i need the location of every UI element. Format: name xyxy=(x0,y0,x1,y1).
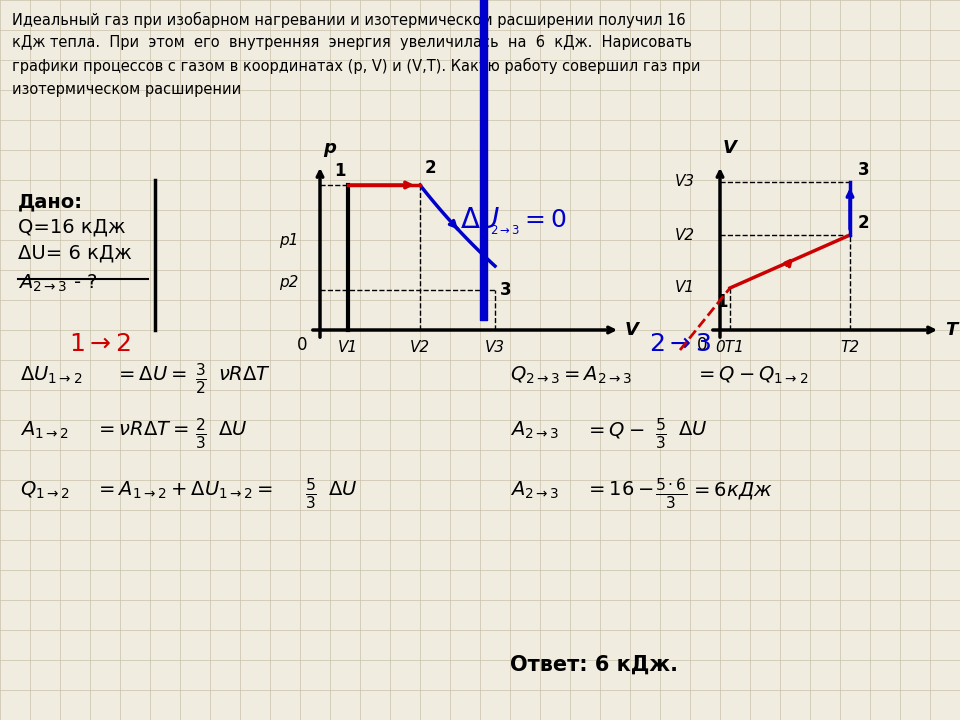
Text: V: V xyxy=(625,321,638,339)
Text: p2: p2 xyxy=(278,274,298,289)
Text: 0T1: 0T1 xyxy=(715,341,744,356)
Text: V2: V2 xyxy=(410,341,430,356)
Text: V: V xyxy=(723,139,737,157)
Text: T: T xyxy=(945,321,957,339)
Text: 3: 3 xyxy=(858,161,870,179)
Text: $A_{2\to3}$: $A_{2\to3}$ xyxy=(510,420,560,441)
Text: $\frac{2}{3}$: $\frac{2}{3}$ xyxy=(195,416,207,451)
Text: $\Delta U$: $\Delta U$ xyxy=(460,206,501,234)
Text: $2 \rightarrow 3$: $2 \rightarrow 3$ xyxy=(649,332,711,356)
Text: Ответ: 6 кДж.: Ответ: 6 кДж. xyxy=(510,655,678,675)
Text: 1: 1 xyxy=(716,293,728,311)
Text: $Q_{2\to3}=A_{2\to3}$: $Q_{2\to3}=A_{2\to3}$ xyxy=(510,365,633,387)
Text: $\frac{5\cdot6}{3}$: $\frac{5\cdot6}{3}$ xyxy=(655,476,687,511)
Text: $\Delta U$: $\Delta U$ xyxy=(678,420,708,439)
Text: V2: V2 xyxy=(675,228,695,243)
Text: $\Delta U_{1\to2}$: $\Delta U_{1\to2}$ xyxy=(20,365,83,387)
Text: $A_{1\to2}$: $A_{1\to2}$ xyxy=(20,420,69,441)
Text: 0: 0 xyxy=(297,336,307,354)
Text: $\nu R\Delta T$: $\nu R\Delta T$ xyxy=(218,365,271,384)
Text: $=A_{1\to2}+\Delta U_{1\to2}=$: $=A_{1\to2}+\Delta U_{1\to2}=$ xyxy=(95,480,274,501)
Text: V1: V1 xyxy=(338,341,358,356)
Text: p1: p1 xyxy=(278,233,298,248)
Text: 3: 3 xyxy=(500,281,512,299)
Text: $A_{2\to3}$: $A_{2\to3}$ xyxy=(510,480,560,501)
Text: ΔU= 6 кДж: ΔU= 6 кДж xyxy=(18,244,132,263)
Text: T2: T2 xyxy=(840,341,859,356)
Text: 2: 2 xyxy=(858,214,870,232)
Text: V1: V1 xyxy=(675,281,695,295)
Text: Дано:: Дано: xyxy=(18,192,83,211)
Text: $=Q-$: $=Q-$ xyxy=(585,420,644,440)
Text: $\frac{3}{2}$: $\frac{3}{2}$ xyxy=(195,361,207,396)
Text: $=0$: $=0$ xyxy=(520,208,567,232)
Text: $=\Delta U =$: $=\Delta U =$ xyxy=(115,365,187,384)
Text: $=\nu R\Delta T=$: $=\nu R\Delta T=$ xyxy=(95,420,189,439)
Text: $=6кДж$: $=6кДж$ xyxy=(690,480,773,501)
Text: Идеальный газ при изобарном нагревании и изотермическом расширении получил 16
кД: Идеальный газ при изобарном нагревании и… xyxy=(12,12,701,96)
Text: $=Q-Q_{1\to2}$: $=Q-Q_{1\to2}$ xyxy=(695,365,808,387)
Text: $A_{2\to3}$ - ?: $A_{2\to3}$ - ? xyxy=(18,273,98,294)
Text: $\Delta U$: $\Delta U$ xyxy=(218,420,248,439)
Text: 1: 1 xyxy=(334,162,346,180)
Text: 0: 0 xyxy=(697,336,708,354)
Text: $Q_{1\to2}$: $Q_{1\to2}$ xyxy=(20,480,70,501)
Text: $\Delta U$: $\Delta U$ xyxy=(328,480,357,499)
Text: $_{2\to3}$: $_{2\to3}$ xyxy=(490,219,520,237)
Text: Q=16 кДж: Q=16 кДж xyxy=(18,217,126,236)
Text: $1 \rightarrow 2$: $1 \rightarrow 2$ xyxy=(69,332,132,356)
Text: V3: V3 xyxy=(485,341,505,356)
Text: $\frac{5}{3}$: $\frac{5}{3}$ xyxy=(655,416,667,451)
Text: $\frac{5}{3}$: $\frac{5}{3}$ xyxy=(305,476,317,511)
Text: V3: V3 xyxy=(675,174,695,189)
Text: $=16-$: $=16-$ xyxy=(585,480,654,499)
Text: 2: 2 xyxy=(425,159,437,177)
Text: p: p xyxy=(323,139,336,157)
